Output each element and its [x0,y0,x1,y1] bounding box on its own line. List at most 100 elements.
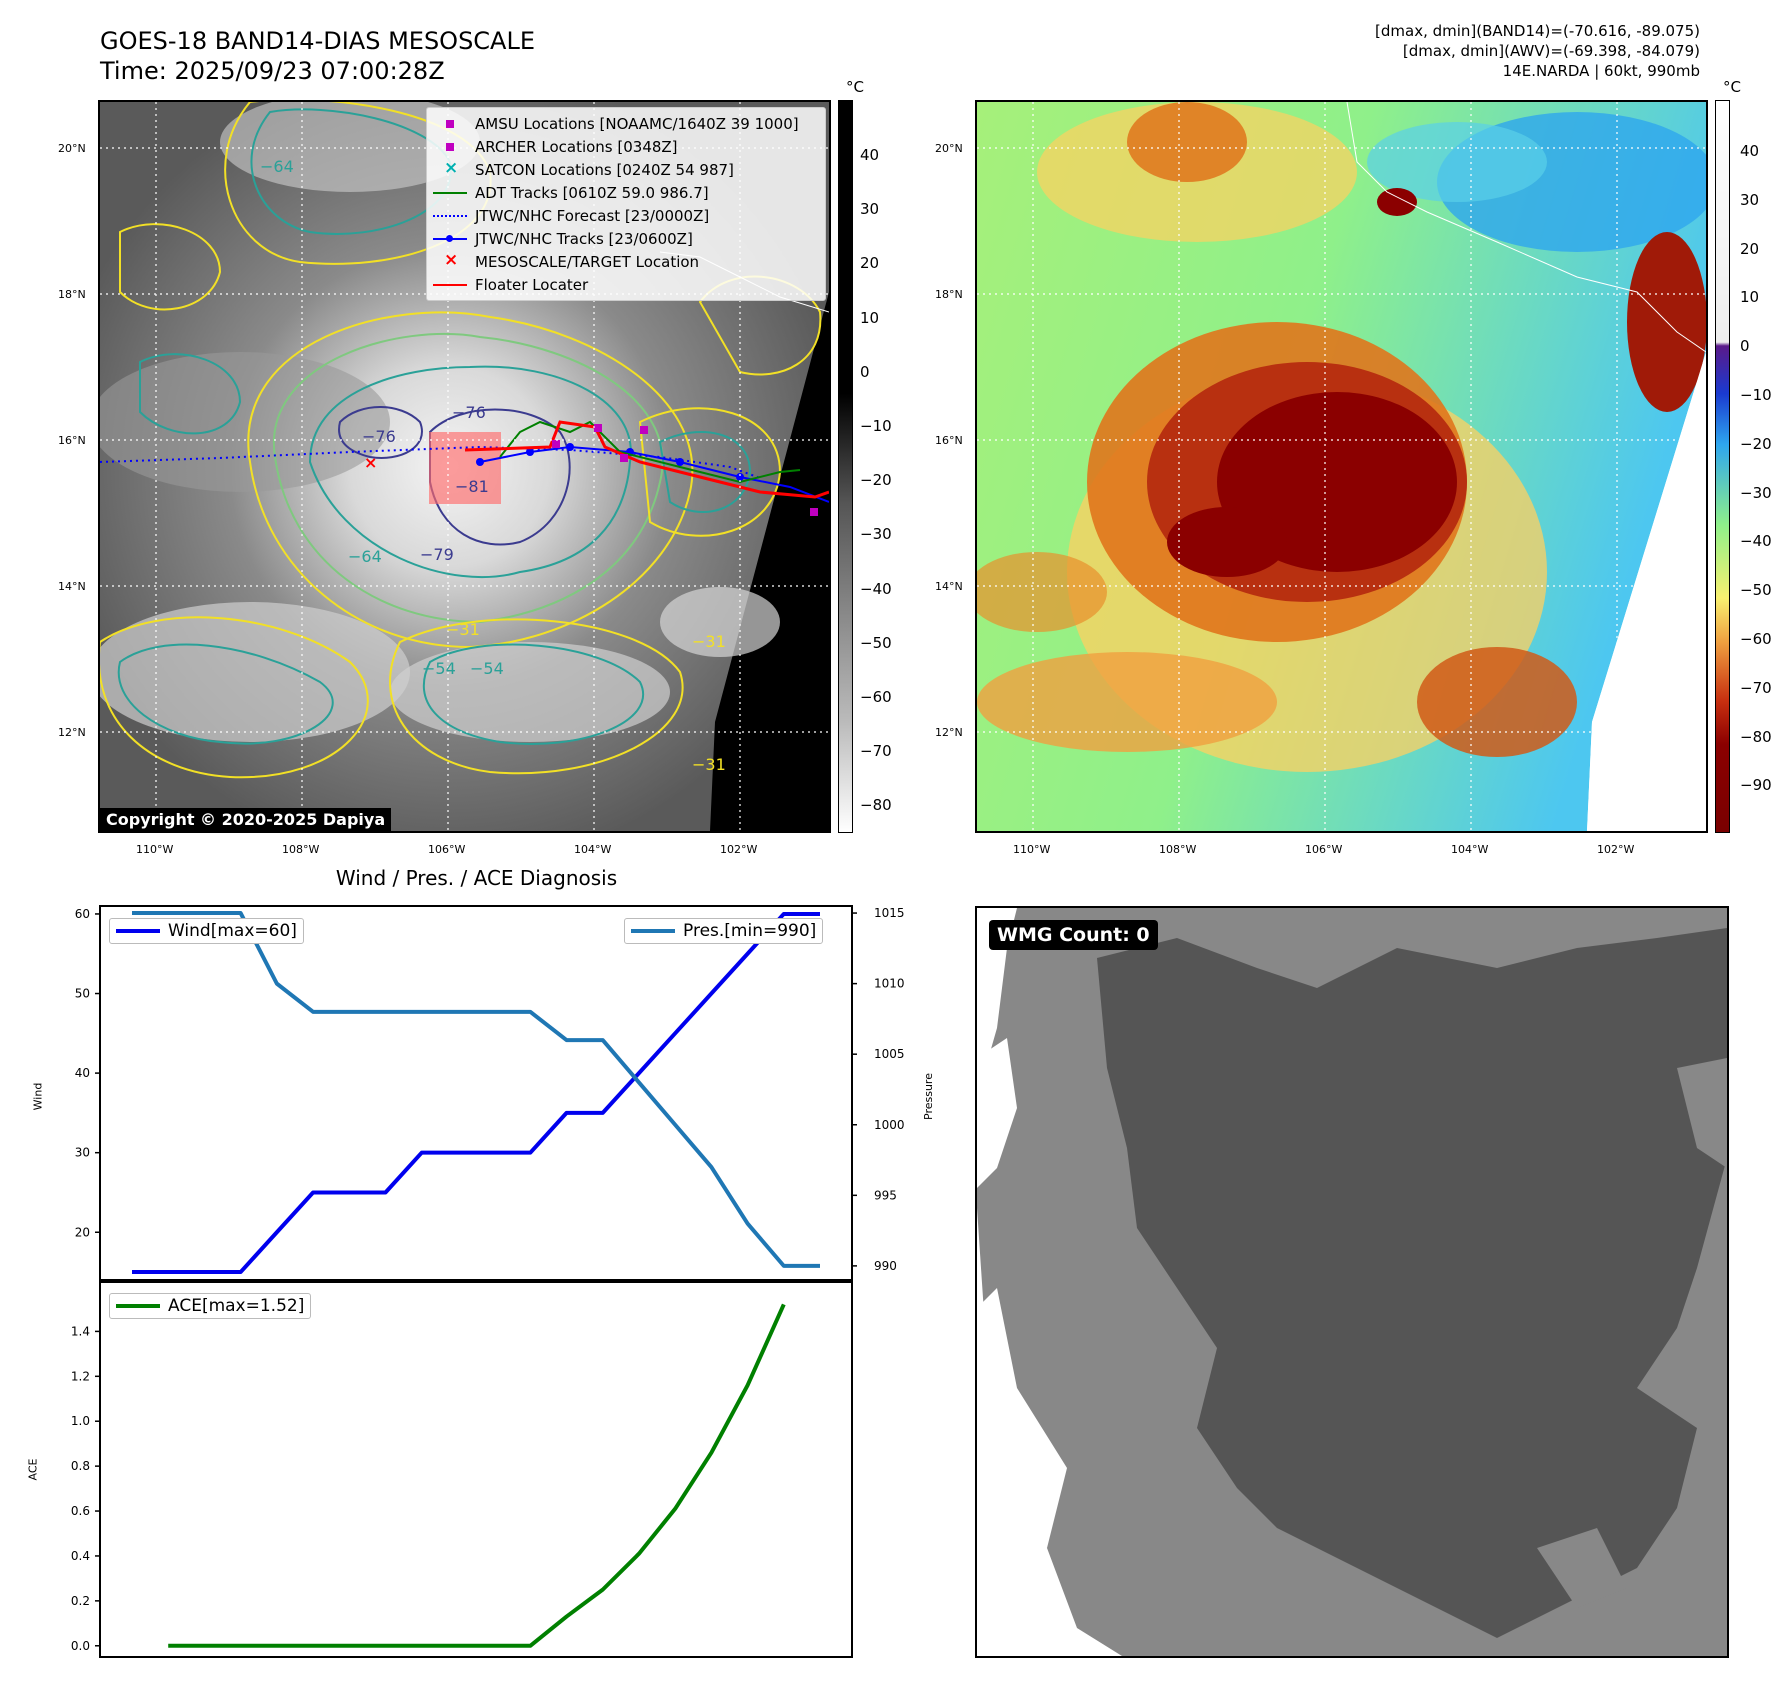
contour-label: −64 [348,547,382,566]
lat-tick: 18°N [935,288,963,301]
colorbar-tick: 20 [1740,239,1760,258]
ace-ytick-label: 0.6 [71,1504,90,1518]
colorbar-tick: −50 [1740,581,1772,600]
map-legend-label: JTWC/NHC Tracks [23/0600Z] [475,229,693,248]
contour-label: −76 [452,403,486,422]
map-legend-label: ARCHER Locations [0348Z] [475,137,678,156]
pressure-ytick-label: 1010 [874,977,905,991]
wind-ytick-label: 40 [75,1066,90,1080]
awv-map [977,102,1706,831]
wind-legend: Wind[max=60] [109,918,304,944]
colorbar-tick: 40 [1740,142,1760,160]
wind-ytick-label: 20 [75,1225,90,1239]
contour-label: −79 [420,545,454,564]
legend-symbol-icon [433,278,467,292]
wind-legend-swatch [116,929,160,933]
colorbar-tick: −80 [860,796,892,815]
map-legend-label: Floater Locater [475,275,589,294]
colorbar-tick: −10 [860,417,892,435]
ace-ytick-label: 1.0 [71,1414,90,1428]
lon-tick: 110°W [136,843,174,856]
lon-tick: 108°W [282,843,320,856]
legend-symbol-icon: × [444,249,459,270]
ace-ytick-label: 1.4 [71,1324,90,1338]
colorbar-tick: 30 [1740,190,1760,209]
map-legend-item: × SATCON Locations [0240Z 54 987] [433,158,819,181]
map-gridlines [977,102,1706,831]
wind-series-line [132,911,820,1275]
colorbar-tick: −20 [860,471,892,490]
pressure-legend: Pres.[min=990] [624,918,824,944]
colorbar-tick: 0 [1740,337,1750,356]
pressure-axis-label: Pressure [921,1073,935,1120]
colorbar-tick: −70 [860,742,892,761]
contour-label: −64 [260,157,294,176]
pressure-ytick-label: 1005 [874,1047,905,1061]
lat-tick: 14°N [58,580,86,593]
forecast-track [100,445,761,479]
map-legend-label: SATCON Locations [0240Z 54 987] [475,160,734,179]
lon-tick: 106°W [1305,843,1343,856]
map-legend-item: ADT Tracks [0610Z 59.0 986.7] [433,181,819,204]
jtwc-track [479,445,829,503]
ace-ytick-label: 0.0 [71,1639,90,1653]
wind-ytick-label: 30 [75,1146,90,1160]
copyright-label: Copyright © 2020-2025 Dapiya [100,808,392,831]
contour-label: −54 [422,659,456,678]
pressure-series-line [132,911,820,1268]
contour-label: −31 [692,632,726,651]
ace-ytick-label: 0.2 [71,1594,90,1608]
pressure-ytick-label: 995 [874,1188,897,1202]
figure-time: Time: 2025/09/23 07:00:28Z [100,57,445,85]
colorbar-tick: −20 [1740,434,1772,453]
colorbar-tick: −50 [860,633,892,652]
lon-tick: 106°W [428,843,466,856]
map-legend-item: JTWC/NHC Tracks [23/0600Z] [433,227,819,250]
ace-legend: ACE[max=1.52] [109,1293,312,1319]
map-legend-item: × MESOSCALE/TARGET Location [433,250,819,273]
ace-ytick-label: 0.8 [71,1459,90,1473]
map-legend-label: AMSU Locations [NOAAMC/1640Z 39 1000] [475,114,799,133]
map-legend-label: JTWC/NHC Forecast [23/0000Z] [475,206,710,225]
wmg-count-badge: WMG Count: 0 [989,920,1158,950]
colorbar-tick: 10 [1740,288,1760,307]
colorbar-tick: −70 [1740,678,1772,697]
legend-symbol-icon [433,209,467,223]
lon-tick: 104°W [574,843,612,856]
wind-legend-label: Wind[max=60] [168,921,297,941]
map-legend-label: ADT Tracks [0610Z 59.0 986.7] [475,183,709,202]
adt-track [499,420,801,484]
legend-symbol-icon: × [444,157,459,178]
contour-label: −81 [455,477,489,496]
ace-axis-label: ACE [26,1458,40,1481]
colorbar-tick: −40 [1740,532,1772,551]
wind-axis-label: Wind [31,1082,45,1111]
gray-colorbar-unit: °C [846,78,864,96]
colorbar-tick: −80 [1740,727,1772,746]
map-legend-item: AMSU Locations [NOAAMC/1640Z 39 1000] [433,112,819,135]
awv-map-panel [975,100,1708,833]
wmg-map [977,908,1727,1656]
lat-tick: 20°N [58,142,86,155]
pressure-ytick-label: 1000 [874,1118,905,1132]
legend-symbol-icon [433,117,467,131]
ace-legend-label: ACE[max=1.52] [168,1296,305,1316]
figure-title: GOES-18 BAND14-DIAS MESOSCALE [100,27,536,55]
band14-range: [dmax, dmin](BAND14)=(-70.616, -89.075) [1375,22,1700,40]
pressure-ytick-label: 1015 [874,906,905,920]
wind-pressure-chart: 20 30 40 50 60 990 995 1000 1005 1010 1015 [75,906,905,1275]
lat-tick: 14°N [935,580,963,593]
ace-legend-swatch [116,1304,160,1308]
contour-label: −31 [446,620,480,639]
colorbar-tick: 40 [860,146,880,164]
contour-label: −31 [692,755,726,774]
storm-info: 14E.NARDA | 60kt, 990mb [1502,62,1700,80]
lon-tick: 110°W [1013,843,1051,856]
colorbar-tick: −60 [860,688,892,706]
contour-label: −76 [362,427,396,446]
color-colorbar-unit: °C [1723,78,1741,96]
legend-symbol-icon [433,186,467,200]
lat-tick: 18°N [58,288,86,301]
map-legend: AMSU Locations [NOAAMC/1640Z 39 1000] ARC… [426,107,826,301]
target-marker: × [364,453,377,472]
